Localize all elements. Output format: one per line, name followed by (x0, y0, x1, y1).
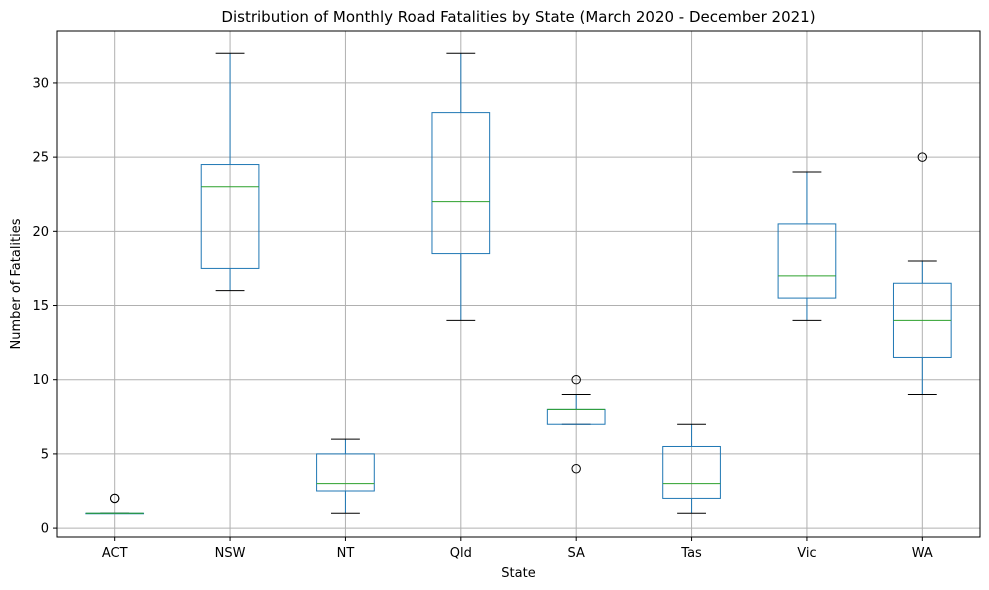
y-tick-label: 10 (32, 373, 49, 388)
y-tick-label: 25 (32, 151, 49, 166)
box-sa (546, 375, 606, 474)
outlier-point (571, 375, 581, 385)
iqr-box (662, 445, 721, 499)
box-nsw (200, 52, 260, 292)
x-tick-label: NT (337, 546, 355, 561)
x-tick-label: Vic (797, 546, 816, 561)
x-tick-label: WA (912, 546, 933, 561)
x-tick-label: SA (567, 546, 584, 561)
iqr-box (431, 112, 491, 255)
plot-area (85, 52, 952, 515)
box-tas (662, 423, 721, 514)
outlier-point (109, 493, 120, 504)
grid-lines (57, 31, 980, 537)
x-tick-label: Tas (680, 546, 702, 561)
x-axis-title: State (501, 566, 535, 581)
box-act (85, 493, 145, 515)
iqr-box (777, 223, 837, 299)
x-tick-label: ACT (102, 546, 128, 561)
y-tick-label: 15 (32, 299, 49, 314)
box-nt (316, 438, 375, 514)
x-tick-label: Qld (450, 546, 472, 561)
y-tick-label: 5 (41, 447, 49, 462)
iqr-box (316, 453, 375, 492)
box-wa (892, 152, 952, 396)
outlier-point (917, 152, 928, 162)
axes-frame (56, 30, 981, 538)
x-tick-label: NSW (215, 546, 246, 561)
box-qld (431, 52, 491, 321)
y-axis-title: Number of Fatalities (9, 218, 24, 349)
y-tick-label: 30 (32, 76, 49, 91)
outlier-point (571, 464, 581, 474)
box-vic (777, 171, 837, 321)
chart-title: Distribution of Monthly Road Fatalities … (221, 8, 815, 26)
y-tick-label: 0 (41, 522, 49, 537)
axis-ticks: 0 5 10 15 20 25 30 ACT NSW NT Qld SA Tas Vic WA (32, 76, 932, 561)
y-tick-label: 20 (32, 225, 49, 240)
iqr-box (200, 164, 260, 269)
